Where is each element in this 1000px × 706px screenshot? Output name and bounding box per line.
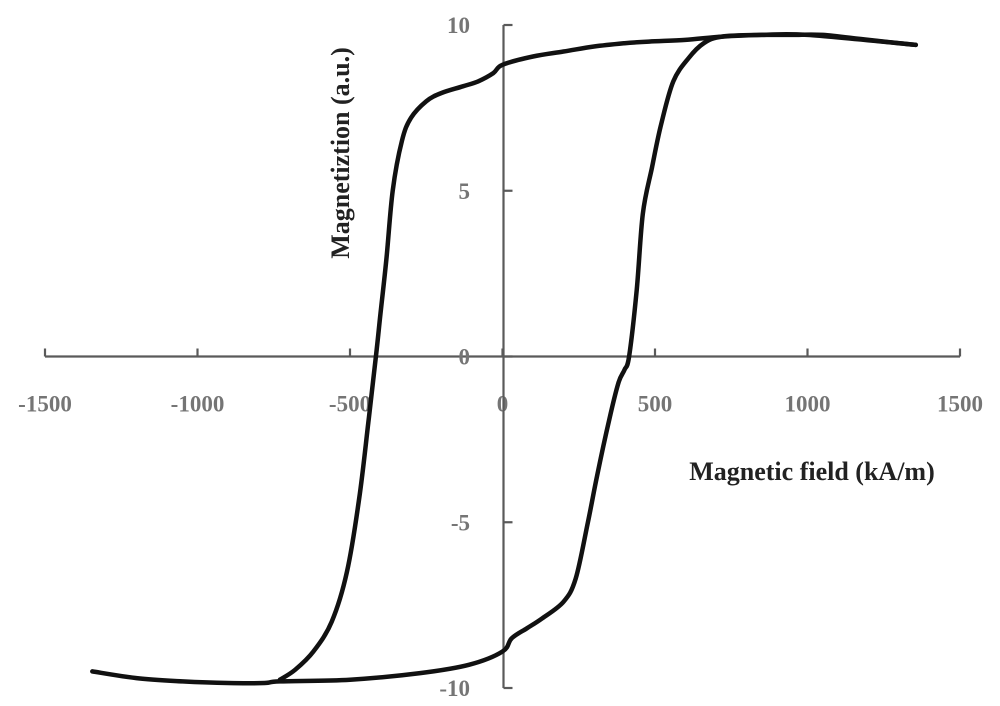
x-tick-label: -500: [329, 392, 371, 417]
x-axis-title: Magnetic field (kA/m): [689, 457, 935, 486]
ascending-branch-curve: [90, 31, 919, 686]
x-tick-label: 500: [638, 392, 673, 417]
y-tick-label: 10: [447, 13, 470, 38]
y-tick-label: 5: [459, 179, 471, 204]
y-tick-label: -5: [451, 510, 470, 535]
x-tick-label: 1500: [937, 392, 983, 417]
x-tick-label: 1000: [785, 392, 831, 417]
x-tick-label: -1000: [171, 392, 225, 417]
y-tick-label: 0: [459, 345, 471, 370]
y-tick-label: -10: [439, 676, 470, 701]
x-tick-label: -1500: [18, 392, 72, 417]
plot-curves: [90, 31, 919, 686]
y-axis-title: Magnetiztion (a.u.): [326, 47, 355, 259]
